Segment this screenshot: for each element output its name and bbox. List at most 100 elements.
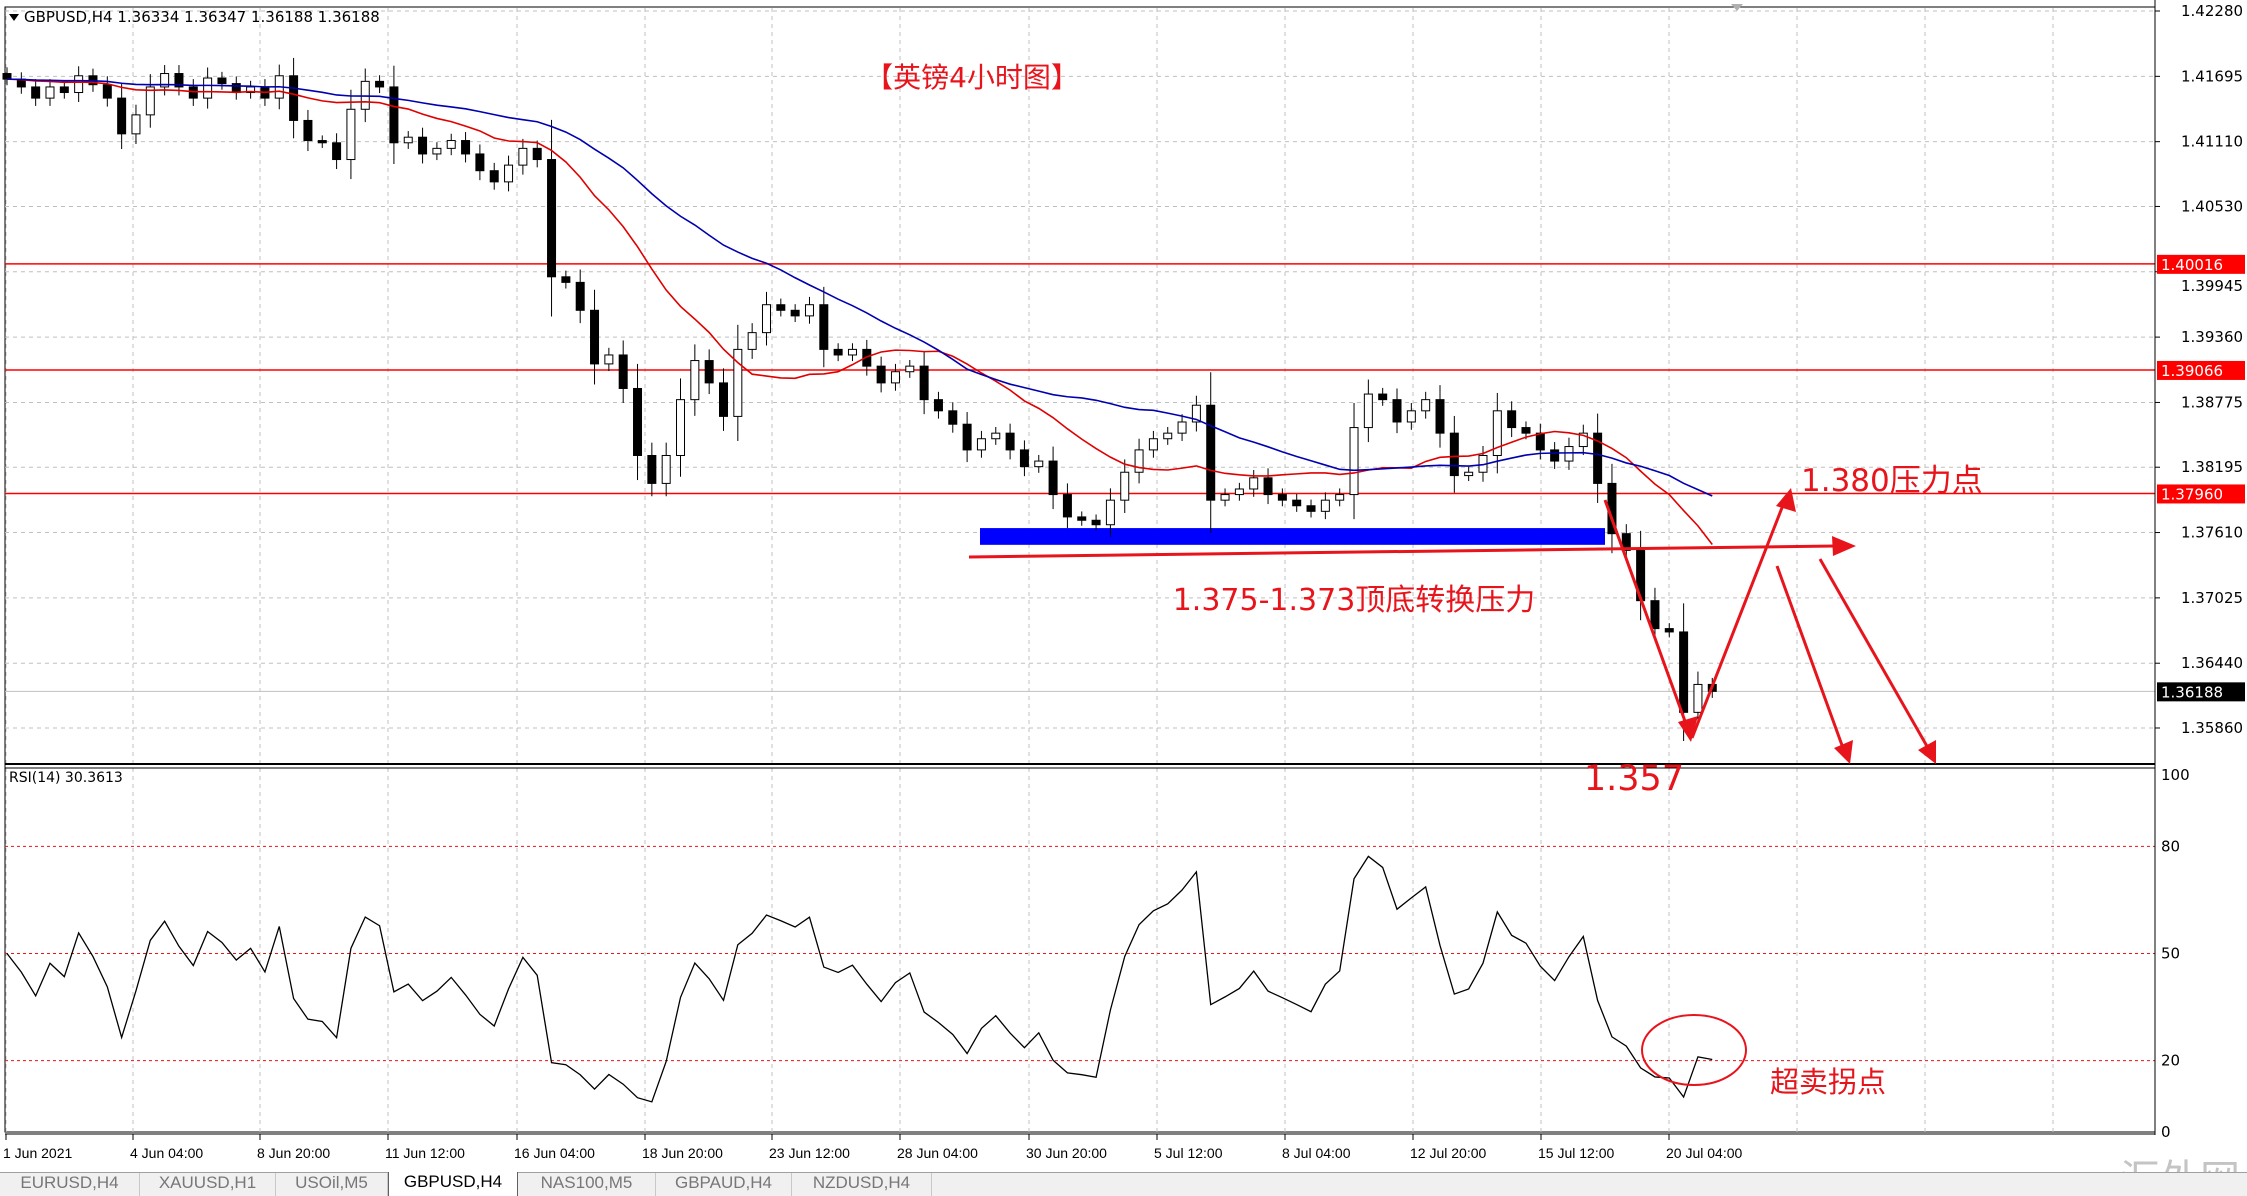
oversold-circle: [1641, 1014, 1747, 1086]
candles: [2, 57, 1717, 741]
candle: [332, 133, 342, 170]
candle: [575, 269, 585, 324]
price-tick-label: 1.37610: [2181, 524, 2243, 542]
candle: [1492, 392, 1502, 474]
candle: [432, 142, 442, 161]
time-tick-label: 8 Jul 04:00: [1282, 1145, 1351, 1161]
candle: [446, 133, 456, 156]
support-resistance-zone: [980, 528, 1605, 545]
candle: [676, 378, 686, 477]
candle: [733, 324, 743, 441]
tab-nzdusd-h4[interactable]: NZDUSD,H4: [792, 1173, 932, 1196]
candle: [661, 442, 671, 497]
candle: [919, 351, 929, 415]
candle: [561, 270, 571, 289]
level-price-tag: [2157, 484, 2245, 504]
tab-gbpusd-h4[interactable]: GBPUSD,H4: [388, 1172, 518, 1196]
candle: [962, 412, 972, 463]
arrowhead-icon: [1678, 716, 1698, 742]
price-tick-label: 1.41695: [2181, 67, 2243, 85]
chart-shift-marker-icon[interactable]: [1731, 4, 1743, 11]
candle: [690, 344, 700, 416]
candle: [905, 360, 915, 378]
resistance-annotation: 1.380压力点: [1801, 463, 1983, 499]
down-arrow-2: [1818, 558, 1930, 749]
candle: [862, 339, 872, 376]
level-price-label: 1.40016: [2161, 256, 2223, 274]
zone-annotation: 1.375-1.373顶底转换压力: [1173, 583, 1536, 618]
candle: [1363, 379, 1373, 443]
candle: [1621, 524, 1631, 560]
zone-arrow: [968, 544, 1836, 559]
candle: [1034, 454, 1044, 473]
collapse-triangle-icon[interactable]: [9, 14, 19, 21]
tab-usoil-m5[interactable]: USOil,M5: [276, 1173, 388, 1196]
candle: [489, 162, 499, 190]
candle: [1206, 372, 1216, 534]
rsi-tick-label: 20: [2161, 1052, 2180, 1070]
ma-fast-line: [6, 78, 1713, 546]
candle: [1005, 423, 1015, 460]
candle: [1177, 414, 1187, 441]
candle: [1392, 388, 1402, 434]
candle: [1277, 488, 1287, 507]
rsi-line: [6, 855, 1713, 1103]
candle: [847, 343, 857, 362]
candle: [1335, 488, 1345, 507]
candle: [31, 79, 41, 106]
symbol-info: GBPUSD,H4 1.36334 1.36347 1.36188 1.3618…: [24, 8, 380, 26]
price-tick-label: 1.42280: [2181, 2, 2243, 20]
time-axis[interactable]: 1 Jun 2021 4 Jun 04:00 8 Jun 20:00 11 Jun 1…: [3, 1134, 1742, 1161]
rsi-panel: RSI(14) 30.3613: [5, 770, 2155, 1103]
candle: [1019, 440, 1029, 477]
arrowhead-icon: [1776, 488, 1796, 512]
down-arrow-to-low: [1603, 499, 1692, 736]
price-tick-label: 1.36440: [2181, 654, 2243, 672]
candle: [776, 298, 786, 317]
chart-tabs: EURUSD,H4 XAUUSD,H1 USOil,M5 GBPUSD,H4 NAS10…: [0, 1172, 2247, 1196]
candle: [1550, 442, 1560, 469]
candle: [1077, 511, 1087, 526]
candle: [1163, 427, 1173, 445]
candle: [547, 119, 557, 317]
candle: [1564, 437, 1574, 470]
candle: [145, 74, 155, 128]
rsi-tick-label: 100: [2161, 766, 2190, 784]
candle: [1263, 468, 1273, 505]
candle: [876, 356, 886, 393]
candle: [1406, 402, 1416, 430]
candle: [790, 304, 800, 323]
tab-eurusd-h4[interactable]: EURUSD,H4: [0, 1173, 140, 1196]
candle: [1234, 482, 1244, 501]
candle: [504, 155, 514, 192]
candle: [188, 79, 198, 106]
price-axis[interactable]: 1.42280 1.41695 1.41110 1.40530 1.39945 1.393…: [2155, 2, 2245, 737]
tab-xauusd-h1[interactable]: XAUUSD,H1: [140, 1173, 276, 1196]
annotation-arrows: [968, 499, 1930, 749]
candle: [532, 140, 542, 168]
rsi-tick-label: 0: [2161, 1123, 2171, 1141]
tab-gbpaud-h4[interactable]: GBPAUD,H4: [656, 1173, 792, 1196]
price-tick-label: 1.39360: [2181, 328, 2243, 346]
chart-title: 【英镑4小时图】: [865, 61, 1079, 94]
candle: [475, 144, 485, 181]
price-tick-label: 1.38195: [2181, 458, 2243, 476]
candle: [418, 127, 428, 164]
candle: [804, 296, 814, 324]
level-price-label: 1.37960: [2161, 485, 2223, 503]
candle: [833, 343, 843, 362]
time-tick-label: 5 Jul 12:00: [1154, 1145, 1223, 1161]
candle: [1062, 483, 1072, 529]
grid: [5, 8, 2155, 1132]
rsi-label: RSI(14) 30.3613: [9, 770, 123, 786]
price-tick-label: 1.41110: [2181, 133, 2243, 151]
candle: [1650, 587, 1660, 642]
time-tick-label: 1 Jun 2021: [3, 1145, 72, 1161]
candle: [45, 79, 55, 106]
time-tick-label: 30 Jun 20:00: [1026, 1145, 1107, 1161]
tab-nas100-m5[interactable]: NAS100,M5: [518, 1173, 656, 1196]
candle: [217, 71, 227, 90]
price-tick-label: 1.38775: [2181, 393, 2243, 411]
price-tick-label: 1.39945: [2181, 277, 2243, 295]
